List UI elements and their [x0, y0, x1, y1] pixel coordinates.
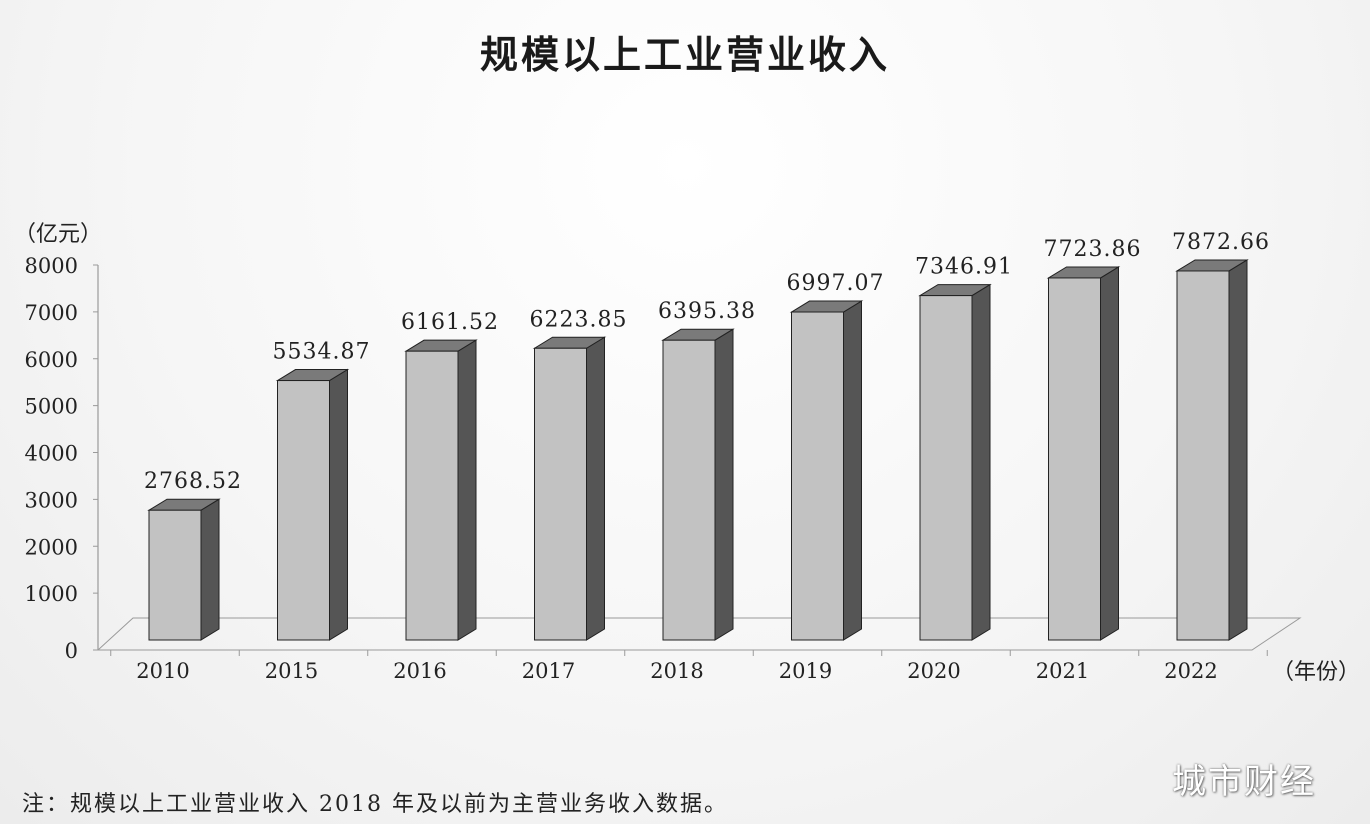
y-tick-label: 3000: [25, 488, 78, 512]
data-label: 7723.86: [1044, 237, 1142, 262]
x-tick-label: 2010: [136, 659, 189, 683]
data-label: 6223.85: [530, 307, 628, 332]
data-label: 6997.07: [787, 271, 885, 296]
x-tick-label: 2022: [1164, 659, 1217, 683]
bar: [148, 509, 202, 641]
bar: [1048, 277, 1101, 641]
data-label: 6161.52: [401, 310, 499, 335]
chart-title: 规模以上工业营业收入: [479, 33, 890, 77]
y-tick-label: 6000: [25, 348, 78, 372]
bar-side: [714, 328, 734, 641]
bar-side: [1228, 259, 1248, 641]
x-tick-label: 2019: [779, 659, 832, 683]
x-tick-label: 2016: [393, 659, 446, 683]
y-tick-label: 4000: [25, 442, 78, 466]
data-label: 7346.91: [915, 255, 1013, 280]
y-tick-label: 0: [65, 639, 78, 663]
bar: [405, 350, 459, 641]
y-axis-unit-label: （亿元）: [14, 222, 103, 247]
data-label: 2768.52: [144, 469, 242, 494]
x-axis-unit-label: （年份）: [1272, 660, 1361, 685]
bar-side: [200, 498, 220, 641]
watermark-text: 城市财经: [1172, 762, 1316, 802]
x-tick-label: 2017: [522, 659, 575, 683]
bar-side: [457, 339, 477, 641]
x-tick-label: 2020: [907, 659, 960, 683]
data-label: 5534.87: [273, 340, 371, 365]
bar: [534, 347, 587, 641]
bar-side: [329, 368, 348, 641]
y-tick-label: 7000: [25, 301, 78, 325]
footnote: 注：规模以上工业营业收入 2018 年及以前为主营业务收入数据。: [22, 792, 728, 817]
y-tick-label: 2000: [25, 535, 78, 559]
bar-side: [843, 300, 862, 641]
x-tick-label: 2018: [650, 659, 703, 683]
bar: [1176, 270, 1230, 641]
bar-side: [971, 283, 991, 641]
y-tick-label: 5000: [25, 395, 78, 419]
bar: [662, 339, 716, 641]
y-tick-label: 1000: [25, 582, 78, 606]
bar: [791, 311, 844, 641]
bar-side: [1100, 266, 1119, 641]
bar: [277, 380, 330, 641]
x-tick-label: 2021: [1036, 659, 1089, 683]
bar-side: [586, 336, 605, 641]
data-label: 6395.38: [658, 299, 756, 324]
bar: [919, 295, 973, 641]
data-label: 7872.66: [1172, 230, 1270, 255]
chart-floor: [96, 617, 1302, 651]
y-tick-label: 8000: [25, 254, 78, 278]
x-tick-label: 2015: [265, 659, 318, 683]
